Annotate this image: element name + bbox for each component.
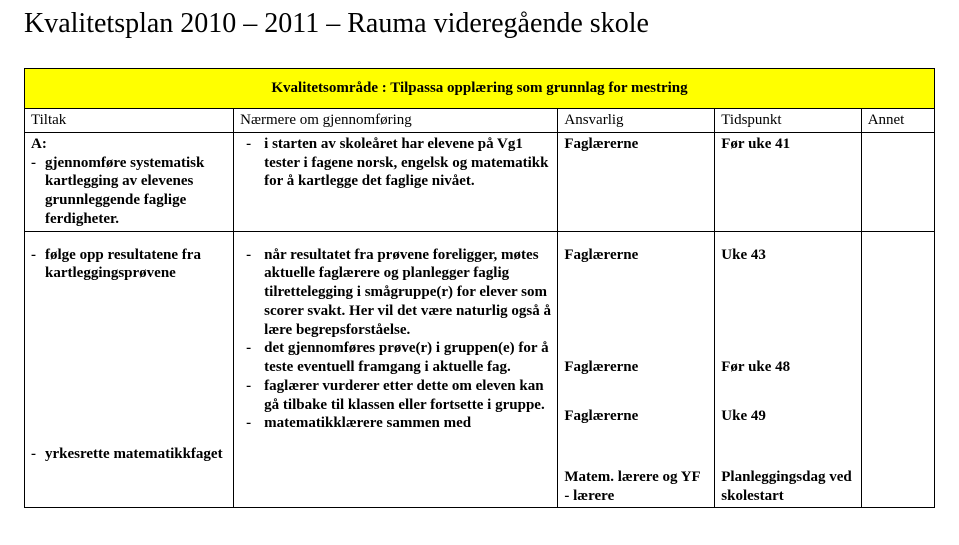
header-band-row: Kvalitetsområde : Tilpassa opplæring som… bbox=[25, 69, 935, 109]
table-row: A: gjennomføre systematisk kartlegging a… bbox=[25, 132, 935, 231]
ansvarlig-b: Faglærerne bbox=[564, 246, 708, 265]
ansvarlig-b: Matem. lærere og YF - lærere bbox=[564, 468, 708, 506]
cell-ansvarlig-a: Faglærerne bbox=[558, 132, 715, 231]
tiltak-a-head: A: bbox=[31, 135, 227, 154]
ansvarlig-b: Faglærerne bbox=[564, 407, 708, 426]
cell-tidspunkt-a: Før uke 41 bbox=[715, 132, 861, 231]
tiltak-a-line: gjennomføre systematisk kartlegging av e… bbox=[31, 154, 227, 229]
cell-gjennom-b: når resultatet fra prøvene foreligger, m… bbox=[234, 231, 558, 508]
ansvarlig-b: Faglærerne bbox=[564, 358, 708, 377]
header-band: Kvalitetsområde : Tilpassa opplæring som… bbox=[25, 69, 935, 109]
tiltak-b-item: følge opp resultatene fra kartleggingspr… bbox=[31, 246, 227, 284]
col-ansvarlig: Ansvarlig bbox=[558, 109, 715, 133]
gjennom-b-item: faglærer vurderer etter dette om eleven … bbox=[240, 377, 551, 415]
cell-annet-b bbox=[861, 231, 934, 508]
page-title: Kvalitetsplan 2010 – 2011 – Rauma videre… bbox=[24, 8, 935, 40]
cell-ansvarlig-b: Faglærerne Faglærerne Faglærerne Matem. … bbox=[558, 231, 715, 508]
quality-table: Kvalitetsområde : Tilpassa opplæring som… bbox=[24, 68, 935, 508]
cell-tidspunkt-b: Uke 43 Før uke 48 Uke 49 Planleggingsdag… bbox=[715, 231, 861, 508]
table-row: følge opp resultatene fra kartleggingspr… bbox=[25, 231, 935, 508]
cell-gjennom-a: i starten av skoleåret har elevene på Vg… bbox=[234, 132, 558, 231]
col-gjennom: Nærmere om gjennomføring bbox=[234, 109, 558, 133]
col-tidspunkt: Tidspunkt bbox=[715, 109, 861, 133]
col-tiltak: Tiltak bbox=[25, 109, 234, 133]
gjennom-b-item: det gjennomføres prøve(r) i gruppen(e) f… bbox=[240, 339, 551, 377]
tiltak-b-bottom: yrkesrette matematikkfaget bbox=[31, 445, 227, 464]
tidspunkt-b: Planleggingsdag ved skolestart bbox=[721, 468, 854, 506]
tidspunkt-b: Uke 43 bbox=[721, 246, 854, 265]
column-headers: Tiltak Nærmere om gjennomføring Ansvarli… bbox=[25, 109, 935, 133]
tidspunkt-b: Før uke 48 bbox=[721, 358, 854, 377]
cell-tiltak-a: A: gjennomføre systematisk kartlegging a… bbox=[25, 132, 234, 231]
gjennom-b-item: når resultatet fra prøvene foreligger, m… bbox=[240, 246, 551, 340]
cell-tiltak-b: følge opp resultatene fra kartleggingspr… bbox=[25, 231, 234, 508]
cell-annet-a bbox=[861, 132, 934, 231]
tidspunkt-b: Uke 49 bbox=[721, 407, 854, 426]
col-annet: Annet bbox=[861, 109, 934, 133]
gjennom-b-bottom: matematikklærere sammen med bbox=[240, 414, 551, 433]
gjennom-a-item: i starten av skoleåret har elevene på Vg… bbox=[240, 135, 551, 191]
